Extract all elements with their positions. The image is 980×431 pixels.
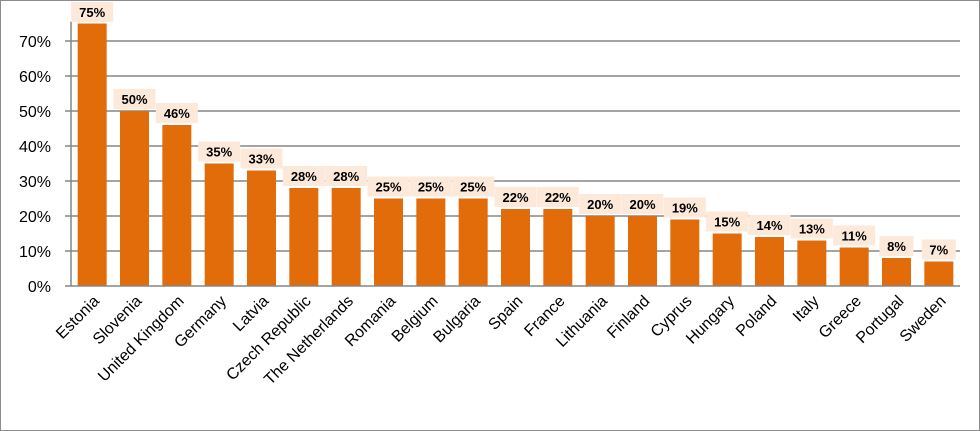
data-label-bg — [663, 197, 706, 218]
data-label-bg — [833, 225, 876, 246]
data-label: 22% — [545, 190, 571, 205]
data-label: 11% — [842, 229, 868, 244]
bar-slovenia — [120, 111, 149, 286]
data-label: 8% — [887, 239, 906, 254]
data-label-bg — [452, 176, 495, 197]
bar-united-kingdom — [162, 125, 192, 286]
bar-greece — [839, 247, 869, 286]
data-label-bg — [579, 194, 622, 214]
bar-belgium — [416, 198, 446, 286]
y-tick-label: 10% — [19, 244, 51, 261]
bar-sweden — [924, 261, 954, 286]
y-tick-label: 40% — [19, 139, 51, 156]
bar-latvia — [247, 170, 276, 286]
data-label: 25% — [375, 180, 401, 195]
data-label: 28% — [291, 169, 317, 184]
data-label-bg — [536, 187, 579, 207]
bar-lithuania — [585, 216, 615, 286]
data-label-bg — [325, 166, 368, 186]
y-tick-label: 70% — [19, 34, 51, 51]
data-label-bg — [879, 236, 914, 256]
data-label-bg — [71, 2, 114, 22]
y-tick-label: 30% — [19, 174, 51, 191]
data-label: 7% — [929, 243, 948, 258]
y-tick-label: 0% — [28, 279, 51, 296]
x-category-label: Italy — [790, 293, 823, 326]
bar-czech-republic — [289, 188, 319, 286]
data-label: 28% — [333, 169, 359, 184]
bar-finland — [628, 216, 657, 286]
data-label-bg — [113, 89, 156, 109]
y-tick-label: 50% — [19, 104, 51, 121]
bar-bulgaria — [458, 198, 488, 286]
data-label: 19% — [672, 201, 698, 216]
data-label: 25% — [460, 180, 486, 195]
data-label: 75% — [79, 5, 105, 20]
data-label-bg — [155, 103, 198, 123]
data-label-bg — [198, 141, 241, 162]
x-category-label: Portugal — [853, 293, 907, 347]
data-label: 14% — [756, 218, 782, 233]
data-label: 15% — [714, 215, 740, 230]
bar-estonia — [77, 23, 107, 286]
bar-hungary — [712, 233, 742, 286]
bar-spain — [501, 209, 530, 286]
bar-germany — [204, 163, 234, 286]
data-label: 25% — [418, 180, 444, 195]
data-label: 33% — [248, 152, 274, 167]
bar-france — [543, 209, 573, 286]
y-tick-label: 20% — [19, 209, 51, 226]
data-label-bg — [790, 218, 833, 239]
data-label-bg — [282, 166, 325, 186]
data-label-bg — [494, 187, 537, 207]
data-label-bg — [748, 215, 791, 235]
data-label: 20% — [587, 197, 613, 212]
bar-romania — [374, 198, 403, 286]
data-label: 35% — [206, 145, 232, 160]
bar-portugal — [882, 258, 911, 286]
x-category-label: Poland — [733, 293, 780, 340]
x-category-label: Spain — [485, 293, 526, 334]
data-label-bg — [240, 148, 283, 169]
x-category-label: Sweden — [897, 293, 950, 346]
x-category-label: Finland — [604, 293, 653, 342]
data-label-bg — [367, 176, 410, 197]
x-category-label: Bulgaria — [430, 293, 484, 347]
data-label-bg — [706, 211, 749, 232]
data-label-bg — [409, 176, 452, 197]
data-label: 20% — [629, 197, 655, 212]
y-tick-label: 60% — [19, 69, 51, 86]
bar-poland — [755, 237, 784, 286]
data-label: 22% — [502, 190, 528, 205]
data-label-bg — [621, 194, 664, 214]
bar-the-netherlands — [331, 188, 361, 286]
data-label: 50% — [121, 92, 147, 107]
bar-italy — [797, 240, 827, 286]
data-label-bg — [921, 239, 956, 260]
data-label: 13% — [799, 222, 825, 237]
bar-cyprus — [670, 219, 700, 286]
data-label: 46% — [164, 106, 190, 121]
